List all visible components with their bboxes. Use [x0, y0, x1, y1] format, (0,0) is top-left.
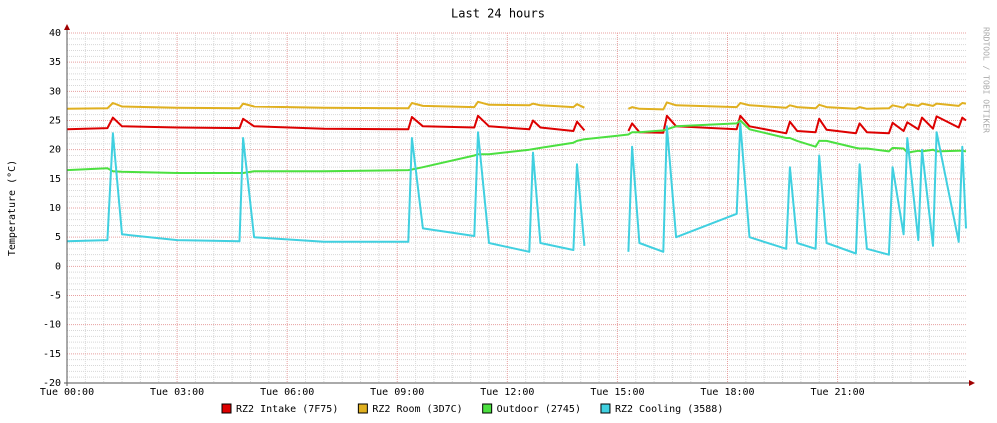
y-axis-arrow — [64, 24, 70, 30]
legend-swatch — [482, 403, 493, 414]
legend-swatch — [221, 403, 232, 414]
y-tick-label: 25 — [49, 116, 61, 127]
legend-label: RZ2 Cooling (3588) — [615, 404, 723, 415]
y-tick-label: 30 — [49, 86, 61, 97]
credit: RRDTOOL / TOBI OETIKER — [982, 27, 991, 133]
x-tick-label: Tue 00:00 — [40, 387, 94, 398]
y-axis-label: Temperature (°C) — [7, 160, 18, 256]
y-tick-label: 15 — [49, 174, 61, 185]
legend-label: Outdoor (2745) — [497, 404, 581, 415]
x-tick-label: Tue 03:00 — [150, 387, 204, 398]
series-line — [66, 119, 967, 174]
x-tick-label: Tue 15:00 — [590, 387, 644, 398]
axes: -20 -15 -10 -5 0 5 10 15 20 25 30 35 40 Tue 00:00 Tue … — [40, 24, 975, 415]
x-tick-label: Tue 18:00 — [700, 387, 754, 398]
x-axis-arrow — [969, 380, 975, 386]
x-tick-label: Tue 06:00 — [260, 387, 314, 398]
x-tick-label: Tue 12:00 — [480, 387, 534, 398]
series-line — [66, 114, 967, 135]
y-tick-label: 0 — [55, 261, 61, 272]
chart-title: Last 24 hours — [451, 7, 545, 21]
legend-label: RZ2 Intake (7F75) — [236, 404, 338, 415]
grid — [66, 32, 966, 384]
series-line — [66, 100, 967, 111]
legend-swatch — [600, 403, 611, 414]
x-tick-label: Tue 21:00 — [810, 387, 864, 398]
legend-swatch — [357, 403, 368, 414]
y-tick-label: -10 — [43, 320, 61, 331]
y-tick-label: 20 — [49, 145, 61, 156]
y-tick-label: -20 — [43, 378, 61, 389]
x-tick-label: Tue 09:00 — [370, 387, 424, 398]
y-tick-label: 10 — [49, 203, 61, 214]
legend-label: RZ2 Room (3D7C) — [372, 404, 462, 415]
y-tick-label: -15 — [43, 349, 61, 360]
y-tick-label: -5 — [49, 291, 61, 302]
series-line — [66, 122, 967, 256]
y-tick-label: 5 — [55, 232, 61, 243]
y-tick-label: 40 — [49, 28, 61, 39]
y-tick-label: 35 — [49, 57, 61, 68]
lines — [66, 100, 967, 256]
